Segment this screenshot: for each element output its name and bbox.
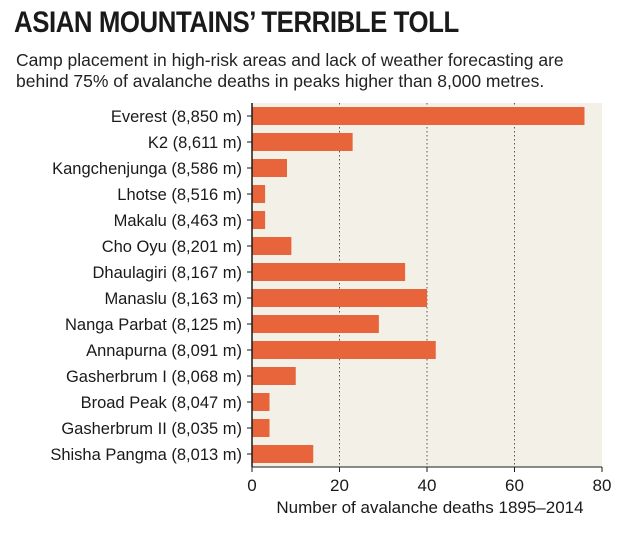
bar xyxy=(252,211,266,229)
x-tick-label: 40 xyxy=(418,476,437,495)
bar xyxy=(252,289,427,307)
bar xyxy=(252,315,379,333)
x-axis-label: Number of avalanche deaths 1895–2014 xyxy=(276,498,583,517)
category-label: Gasherbrum II (8,035 m) xyxy=(61,420,242,438)
chart-title: ASIAN MOUNTAINS’ TERRIBLE TOLL xyxy=(14,6,459,39)
bar xyxy=(252,237,292,255)
category-label: K2 (8,611 m) xyxy=(148,134,242,152)
bar xyxy=(252,107,585,125)
category-label: Kangchenjunga (8,586 m) xyxy=(52,160,242,178)
bar xyxy=(252,393,270,411)
x-tick-label: 80 xyxy=(593,476,612,495)
grid-lines xyxy=(339,103,515,467)
category-label: Annapurna (8,091 m) xyxy=(86,342,242,360)
bar xyxy=(252,159,287,177)
bar xyxy=(252,263,406,281)
chart-subtitle: Camp placement in high-risk areas and la… xyxy=(16,50,564,91)
x-axis-ticks: 0 20 40 60 80 xyxy=(247,467,611,495)
x-tick-label: 60 xyxy=(505,476,524,495)
category-label: Manaslu (8,163 m) xyxy=(104,290,242,308)
x-tick-label: 0 xyxy=(247,476,256,495)
category-label: Shisha Pangma (8,013 m) xyxy=(50,446,242,464)
category-label: Broad Peak (8,047 m) xyxy=(81,394,242,412)
bar xyxy=(252,445,314,463)
category-label: Lhotse (8,516 m) xyxy=(117,186,242,204)
category-label: Gasherbrum I (8,068 m) xyxy=(66,368,242,386)
bar xyxy=(252,341,436,359)
bar xyxy=(252,419,270,437)
bar xyxy=(252,367,296,385)
bars xyxy=(252,107,585,463)
category-label: Nanga Parbat (8,125 m) xyxy=(65,316,242,334)
category-labels: Everest (8,850 m) K2 (8,611 m) Kangchenjun… xyxy=(50,108,252,464)
bar xyxy=(252,133,353,151)
category-label: Everest (8,850 m) xyxy=(111,108,242,126)
category-label: Dhaulagiri (8,167 m) xyxy=(93,264,242,282)
bar xyxy=(252,185,266,203)
x-tick-label: 20 xyxy=(330,476,349,495)
category-label: Makalu (8,463 m) xyxy=(114,212,242,230)
category-label: Cho Oyu (8,201 m) xyxy=(102,238,242,256)
